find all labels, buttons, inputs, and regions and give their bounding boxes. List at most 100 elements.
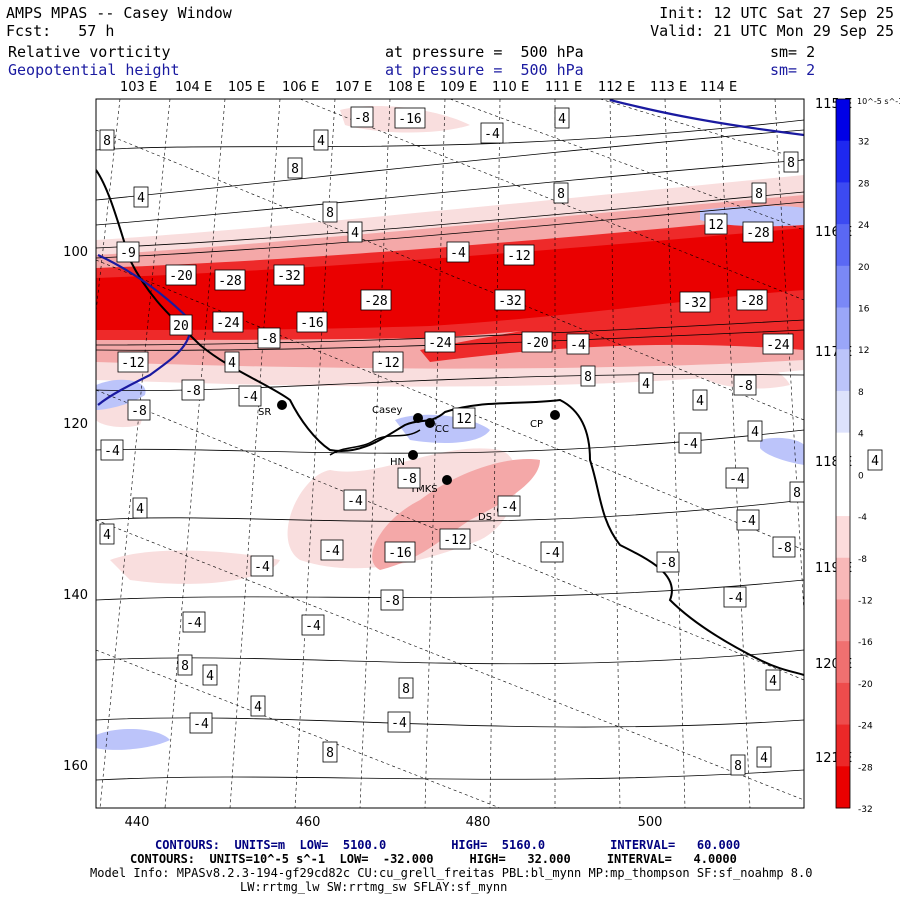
- svg-text:8: 8: [557, 187, 565, 202]
- colorbar-swatch: [836, 557, 850, 600]
- svg-text:-4: -4: [740, 514, 756, 529]
- svg-text:4: 4: [103, 528, 111, 543]
- svg-text:-28: -28: [218, 274, 241, 289]
- svg-text:-12: -12: [376, 356, 399, 371]
- colorbar-label: 4: [858, 430, 864, 440]
- contour-label: -8: [181, 379, 205, 401]
- x-tick-label: 440: [125, 815, 150, 830]
- contour-label: 8: [751, 182, 767, 204]
- colorbar-label: -12: [858, 596, 873, 606]
- contour-label: -4: [182, 611, 206, 633]
- contour-label: -24: [212, 311, 244, 333]
- colorbar-label: -4: [858, 513, 867, 523]
- contour-label: -16: [394, 107, 426, 129]
- svg-text:4: 4: [696, 394, 704, 409]
- top-lon-label: 114 E: [700, 80, 737, 95]
- svg-text:-4: -4: [347, 494, 363, 509]
- contour-label: -28: [742, 221, 774, 243]
- top-lon-label: 106 E: [282, 80, 319, 95]
- svg-text:-4: -4: [391, 716, 407, 731]
- footer-model-info-2: LW:rrtmg_lw SW:rrtmg_sw SFLAY:sf_mynn: [240, 880, 508, 894]
- top-lon-label: 109 E: [440, 80, 477, 95]
- svg-text:-28: -28: [746, 226, 769, 241]
- colorbar-swatch: [836, 641, 850, 684]
- svg-text:4: 4: [317, 134, 325, 149]
- contour-label: -4: [100, 439, 124, 461]
- contour-label: -20: [521, 331, 553, 353]
- station-label: HN: [390, 457, 405, 468]
- contour-label: 4: [202, 664, 218, 686]
- svg-text:-8: -8: [737, 379, 753, 394]
- contour-label: -28: [214, 269, 246, 291]
- contour-label: -4: [540, 541, 564, 563]
- contour-label: -16: [384, 541, 416, 563]
- contour-label: -4: [566, 333, 590, 355]
- svg-text:-24: -24: [766, 338, 790, 353]
- svg-text:-8: -8: [660, 556, 676, 571]
- colorbar-swatch: [836, 265, 850, 309]
- svg-text:8: 8: [402, 682, 410, 697]
- svg-text:-8: -8: [261, 332, 277, 347]
- field1-smoothing: sm= 2: [770, 43, 816, 61]
- contour-label: -8: [656, 551, 680, 573]
- top-lon-label: 113 E: [650, 80, 687, 95]
- contour-label: 12: [704, 213, 728, 235]
- vorticity-core: [96, 228, 804, 330]
- contour-label: -4: [250, 555, 274, 577]
- svg-text:-4: -4: [104, 444, 120, 459]
- svg-text:8: 8: [734, 759, 742, 774]
- svg-text:-24: -24: [216, 316, 240, 331]
- contour-label: 4: [638, 372, 654, 394]
- svg-text:-4: -4: [484, 127, 500, 142]
- contour-label: -4: [387, 711, 411, 733]
- colorbar-swatch: [836, 766, 850, 809]
- colorbar-swatch: [836, 224, 850, 267]
- contour-label: 4: [747, 420, 763, 442]
- contour-label: -4: [497, 495, 521, 517]
- footer-model-info: Model Info: MPASv8.2.3-194-gf29cd82c CU:…: [90, 866, 813, 880]
- coastline-inlet: [329, 429, 421, 456]
- contour-labels: 8 4 -8 -16 -4 4 8 4 8 8 4 8 8 12 -28 -9 -4 -12 -20 -28 -32 -2…: [99, 106, 883, 776]
- contour-label: -4: [723, 586, 747, 608]
- y-tick-label: 160: [63, 759, 88, 774]
- contour-label: 4: [224, 351, 240, 373]
- colorbar-label: 16: [858, 305, 870, 315]
- colorbar-swatch: [836, 432, 850, 475]
- svg-text:-4: -4: [501, 500, 517, 515]
- svg-text:20: 20: [173, 319, 189, 334]
- svg-text:-32: -32: [498, 294, 521, 309]
- svg-text:-16: -16: [398, 112, 421, 127]
- contour-label: -8: [257, 327, 281, 349]
- contour-label: -32: [494, 289, 526, 311]
- svg-text:-4: -4: [682, 437, 698, 452]
- svg-text:4: 4: [642, 377, 650, 392]
- svg-text:-8: -8: [776, 541, 792, 556]
- svg-text:-16: -16: [388, 546, 411, 561]
- colorbar-label: 24: [858, 221, 870, 231]
- top-lon-label: 112 E: [598, 80, 635, 95]
- svg-text:-28: -28: [740, 294, 763, 309]
- svg-text:-8: -8: [401, 472, 417, 487]
- svg-text:12: 12: [708, 218, 724, 233]
- contour-label: -4: [480, 122, 504, 144]
- footer-vorticity-contours: CONTOURS: UNITS=10^-5 s^-1 LOW= -32.000 …: [130, 852, 737, 866]
- svg-text:4: 4: [254, 700, 262, 715]
- contour-label: -4: [189, 712, 213, 734]
- svg-text:4: 4: [760, 751, 768, 766]
- svg-text:-8: -8: [131, 404, 147, 419]
- init-time: Init: 12 UTC Sat 27 Sep 25: [659, 4, 894, 22]
- contour-label: 8: [287, 157, 303, 179]
- station-label: Casey: [372, 405, 402, 416]
- field2-name: Geopotential height: [8, 61, 180, 79]
- contour-label: -8: [733, 374, 757, 396]
- colorbar-swatch: [836, 349, 850, 392]
- contour-label: -4: [238, 385, 262, 407]
- contour-label: -4: [725, 467, 749, 489]
- colorbar-label: -28: [858, 763, 873, 773]
- contour-label: -4: [446, 241, 470, 263]
- contour-label: -28: [360, 289, 392, 311]
- top-lon-label: 107 E: [335, 80, 372, 95]
- top-lon-label: 104 E: [175, 80, 212, 95]
- station-label: YMKS: [409, 484, 438, 495]
- svg-text:-20: -20: [525, 336, 548, 351]
